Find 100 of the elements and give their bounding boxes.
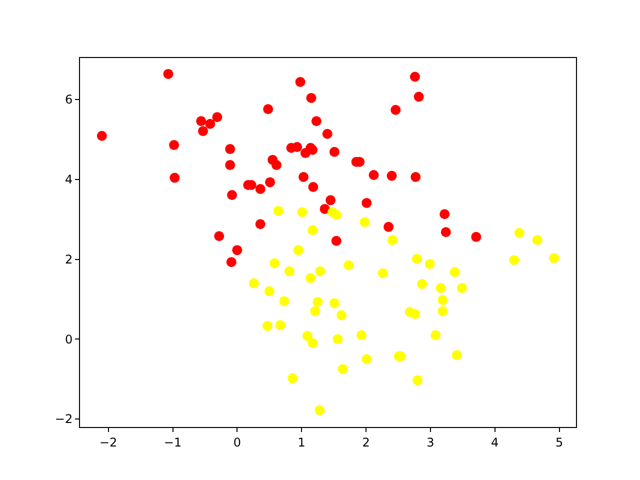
point <box>295 76 306 87</box>
point <box>271 160 282 170</box>
point <box>424 259 435 270</box>
point <box>456 283 467 294</box>
point <box>387 235 398 246</box>
point <box>263 104 274 114</box>
point <box>509 255 520 266</box>
point <box>96 130 107 141</box>
point <box>248 278 259 288</box>
x-tick-label: 5 <box>555 435 564 450</box>
point <box>514 228 524 238</box>
point <box>336 310 347 320</box>
point <box>298 172 309 182</box>
point <box>320 204 330 214</box>
y-tick-label: 2 <box>64 252 73 266</box>
point <box>368 170 379 180</box>
point <box>410 72 420 82</box>
point <box>315 266 326 276</box>
x-tick-label: 2 <box>362 435 370 450</box>
point <box>198 126 208 136</box>
point <box>384 222 394 232</box>
point <box>549 253 560 264</box>
point <box>360 217 370 228</box>
point <box>262 320 272 331</box>
point <box>311 116 322 126</box>
point <box>450 267 460 278</box>
point <box>378 268 388 278</box>
point <box>275 320 286 330</box>
x-tick-label: 0 <box>233 435 241 450</box>
point <box>452 350 462 360</box>
point <box>169 140 180 150</box>
point <box>314 405 325 416</box>
point <box>265 177 276 188</box>
y-tick-label: −2 <box>54 412 73 426</box>
point <box>225 144 236 154</box>
point <box>232 245 242 256</box>
point <box>331 210 342 220</box>
point <box>410 172 421 182</box>
point <box>297 207 308 218</box>
point <box>332 334 343 344</box>
point <box>329 298 340 308</box>
point <box>412 375 423 386</box>
point <box>362 198 372 208</box>
point <box>414 92 424 102</box>
y-tick-label: 4 <box>64 172 73 187</box>
point <box>471 232 482 242</box>
point <box>226 257 236 268</box>
point <box>214 231 224 242</box>
x-tick-label: 1 <box>298 435 306 450</box>
y-tick-label: 6 <box>64 92 73 107</box>
point <box>312 297 323 307</box>
point <box>306 92 316 103</box>
point <box>270 258 280 268</box>
point <box>163 68 174 79</box>
y-tick-label: 0 <box>64 332 73 346</box>
point <box>356 330 366 340</box>
x-tick-label: 3 <box>426 435 434 450</box>
point <box>430 330 441 340</box>
point <box>264 286 274 296</box>
point <box>227 190 238 200</box>
point <box>338 364 348 374</box>
point <box>302 330 312 341</box>
point <box>306 273 316 284</box>
point <box>310 306 320 316</box>
point <box>362 354 372 364</box>
point <box>225 160 236 170</box>
point <box>205 118 216 129</box>
point <box>212 112 222 122</box>
point <box>532 235 542 246</box>
point <box>438 306 448 316</box>
point <box>331 236 342 246</box>
point <box>279 296 290 306</box>
point <box>390 104 401 115</box>
point <box>255 184 266 194</box>
point <box>255 219 266 230</box>
point <box>170 172 180 183</box>
x-tick-label: −1 <box>164 435 182 450</box>
point <box>308 225 318 236</box>
point <box>417 279 428 290</box>
point <box>288 373 298 384</box>
point <box>412 254 422 264</box>
point <box>284 266 294 276</box>
point <box>344 260 354 270</box>
point <box>436 283 446 294</box>
point <box>273 206 284 216</box>
point <box>308 182 318 192</box>
point <box>440 209 450 220</box>
point <box>322 128 332 139</box>
point <box>440 227 451 238</box>
point <box>326 195 336 206</box>
point <box>292 142 302 152</box>
point <box>308 338 318 348</box>
x-tick-label: −2 <box>99 435 118 450</box>
point <box>410 308 420 319</box>
point <box>329 146 340 157</box>
x-tick-label: 4 <box>491 435 499 450</box>
point <box>438 295 448 306</box>
point <box>386 170 397 181</box>
point <box>196 116 206 126</box>
point <box>293 245 304 256</box>
